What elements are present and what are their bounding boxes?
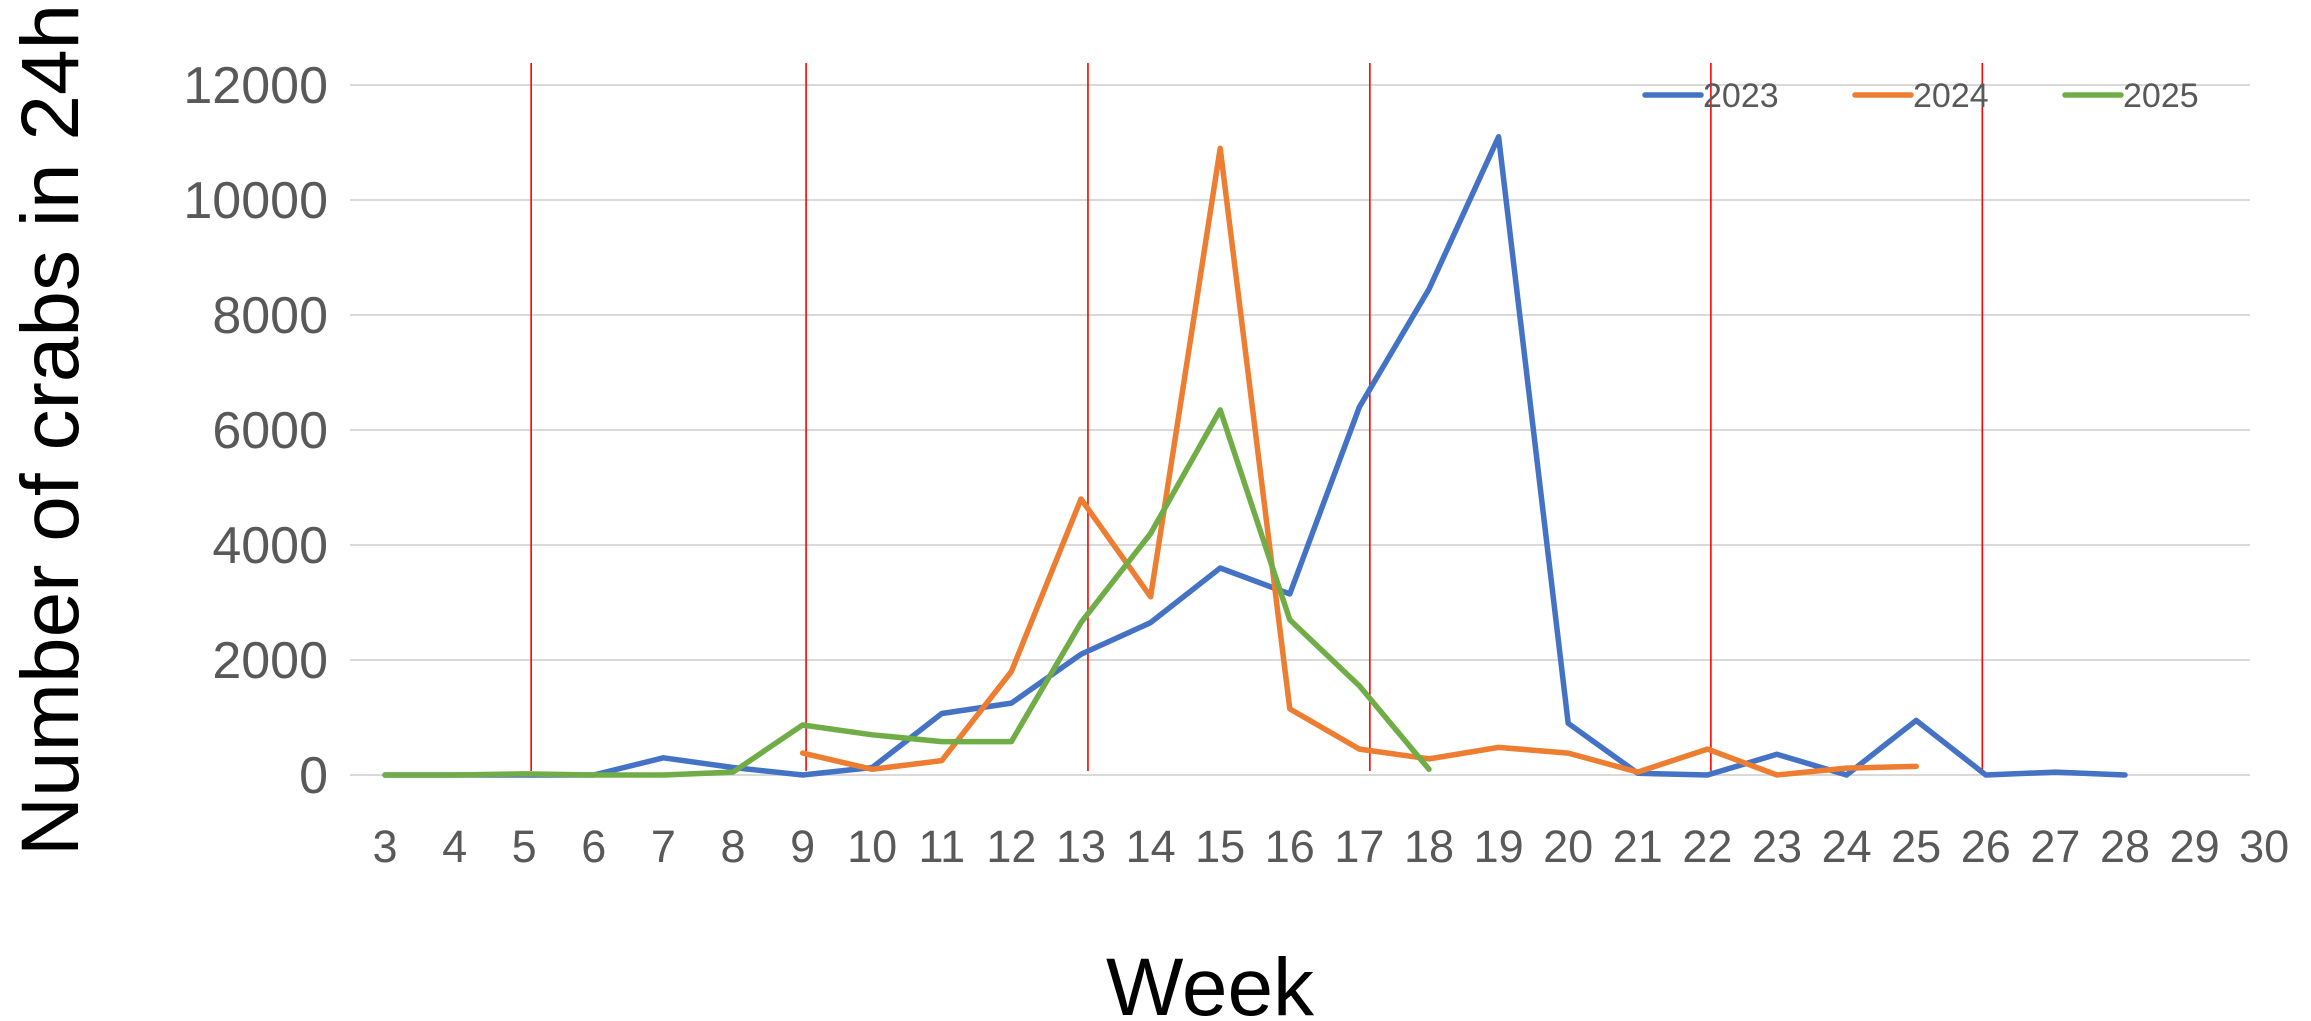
x-tick-label: 21	[1613, 821, 1663, 872]
x-tick-label: 14	[1126, 821, 1176, 872]
legend: 2023 2024 2025	[1642, 77, 2199, 115]
y-axis-ticks: 0 2000 4000 6000 8000 10000 12000	[183, 57, 328, 805]
x-tick-label: 27	[2030, 821, 2080, 872]
series-line-2024	[799, 145, 1919, 778]
x-tick-label: 4	[442, 821, 467, 872]
legend-label-2024: 2024	[1913, 77, 1989, 115]
y-tick-label: 8000	[212, 287, 328, 345]
y-tick-label: 2000	[212, 632, 328, 690]
x-tick-label: 11	[918, 821, 965, 872]
y-tick-label: 0	[299, 747, 328, 805]
reference-lines	[530, 63, 1984, 771]
x-tick-label: 19	[1474, 821, 1524, 872]
x-tick-label: 30	[2239, 821, 2289, 872]
x-tick-label: 17	[1334, 821, 1384, 872]
x-tick-label: 28	[2100, 821, 2150, 872]
x-tick-label: 5	[512, 821, 537, 872]
x-tick-label: 13	[1056, 821, 1106, 872]
y-axis-title: Number of crabs in 24h	[5, 4, 96, 856]
x-axis-title: Week	[1106, 942, 1315, 1021]
x-tick-label: 10	[847, 821, 897, 872]
y-tick-label: 4000	[212, 517, 328, 575]
x-tick-label: 20	[1543, 821, 1593, 872]
x-tick-label: 29	[2170, 821, 2220, 872]
legend-label-2023: 2023	[1703, 77, 1779, 115]
x-tick-label: 22	[1682, 821, 1732, 872]
x-tick-label: 7	[651, 821, 676, 872]
legend-label-2025: 2025	[2123, 77, 2199, 115]
x-tick-label: 25	[1891, 821, 1941, 872]
x-tick-label: 18	[1404, 821, 1454, 872]
series-line-2025	[382, 407, 1432, 778]
x-tick-label: 26	[1961, 821, 2011, 872]
series-line-2023	[382, 134, 2128, 778]
y-tick-label: 6000	[212, 402, 328, 460]
x-tick-label: 24	[1822, 821, 1872, 872]
x-axis-ticks: 3 4 5 6 7 8 9 10 11 12 13 14 15 16 17 18 19 20 21 22 23 24 25 2…	[372, 821, 2289, 872]
gridlines	[350, 84, 2250, 776]
x-tick-label: 23	[1752, 821, 1802, 872]
y-tick-label: 10000	[183, 172, 328, 230]
x-tick-label: 16	[1265, 821, 1315, 872]
series-lines	[382, 134, 2128, 778]
x-tick-label: 8	[720, 821, 745, 872]
x-tick-label: 12	[986, 821, 1036, 872]
y-tick-label: 12000	[183, 57, 328, 115]
x-tick-label: 15	[1195, 821, 1245, 872]
x-tick-label: 9	[790, 821, 815, 872]
x-tick-label: 6	[581, 821, 606, 872]
x-tick-label: 3	[372, 821, 397, 872]
